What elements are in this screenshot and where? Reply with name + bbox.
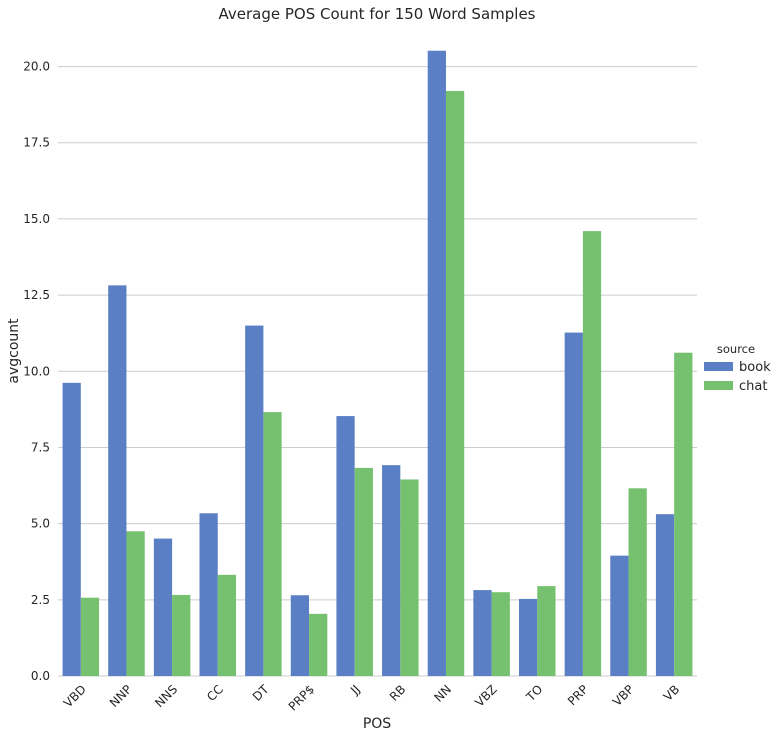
y-tick-label: 5.0 [31,517,50,531]
y-tick-label: 10.0 [23,364,50,378]
bar-chat-to [537,586,556,676]
x-tick-label: TO [523,682,545,704]
bar-chat-prp [582,231,602,676]
legend: source book chat [704,342,771,394]
legend-swatch-chat [704,381,733,390]
bar-book-jj [336,416,355,676]
bar-book-nn [427,50,446,676]
x-tick-label: CC [204,682,226,704]
y-tick-label: 7.5 [31,440,50,454]
bar-chat-nnp [126,531,145,676]
bar-book-nnp [108,285,127,676]
bar-chat-nns [172,594,191,676]
x-tick-label: DT [250,682,272,704]
bar-book-vb [655,514,675,676]
bar-book-cc [199,513,218,676]
bars [62,50,693,676]
legend-label-book: book [739,360,771,375]
bar-chat-vbp [628,488,647,676]
x-tick-label: VBD [61,682,89,710]
x-tick-label: NNS [152,682,180,710]
bar-book-prp [290,595,310,676]
x-tick-label: PRP$ [286,682,317,713]
bar-book-vbz [473,590,492,676]
x-tick-labels: VBD NNP NNS CC DT PRP$ JJ RB NN VBZ TO PRP VBP VB [61,682,682,714]
x-tick-label: RB [387,682,409,704]
bar-chat-prp [309,613,328,676]
x-tick-label: PRP [565,682,591,708]
bar-book-dt [245,325,264,676]
x-tick-label: NNP [107,682,135,710]
bar-chat-nn [445,90,465,676]
legend-label-chat: chat [739,379,767,394]
x-tick-label: JJ [347,682,363,698]
y-tick-label: 0.0 [31,669,50,683]
bar-book-prp [564,332,583,676]
bar-chat-dt [263,412,282,676]
x-tick-label: VB [661,682,683,704]
bar-chat-vb [674,352,693,676]
y-tick-label: 15.0 [23,212,50,226]
x-tick-label: NN [431,682,454,705]
y-tick-labels: 0.0 2.5 5.0 7.5 10.0 12.5 15.0 17.5 20.0 [23,60,50,683]
bar-book-vbd [62,382,81,676]
x-tick-label: VBZ [472,682,499,709]
legend-swatch-book [704,362,733,371]
y-tick-label: 20.0 [23,60,50,74]
y-axis-label: avgcount [6,318,22,384]
y-tick-label: 2.5 [31,593,50,607]
bar-chat-vbz [491,592,510,676]
bar-chat-rb [400,479,419,676]
x-tick-label: VBP [610,682,637,709]
chart-title: Average POS Count for 150 Word Samples [219,5,536,23]
legend-title: source [717,342,755,356]
bar-book-rb [382,465,401,676]
y-tick-label: 17.5 [23,136,50,150]
bar-chat-cc [217,574,237,676]
bar-chat-jj [354,467,373,676]
x-axis-label: POS [363,716,391,732]
bar-book-to [518,598,538,676]
y-tick-label: 12.5 [23,288,50,302]
bar-chat-vbd [80,597,100,676]
bar-book-nns [153,538,173,676]
bar-book-vbp [610,555,629,676]
